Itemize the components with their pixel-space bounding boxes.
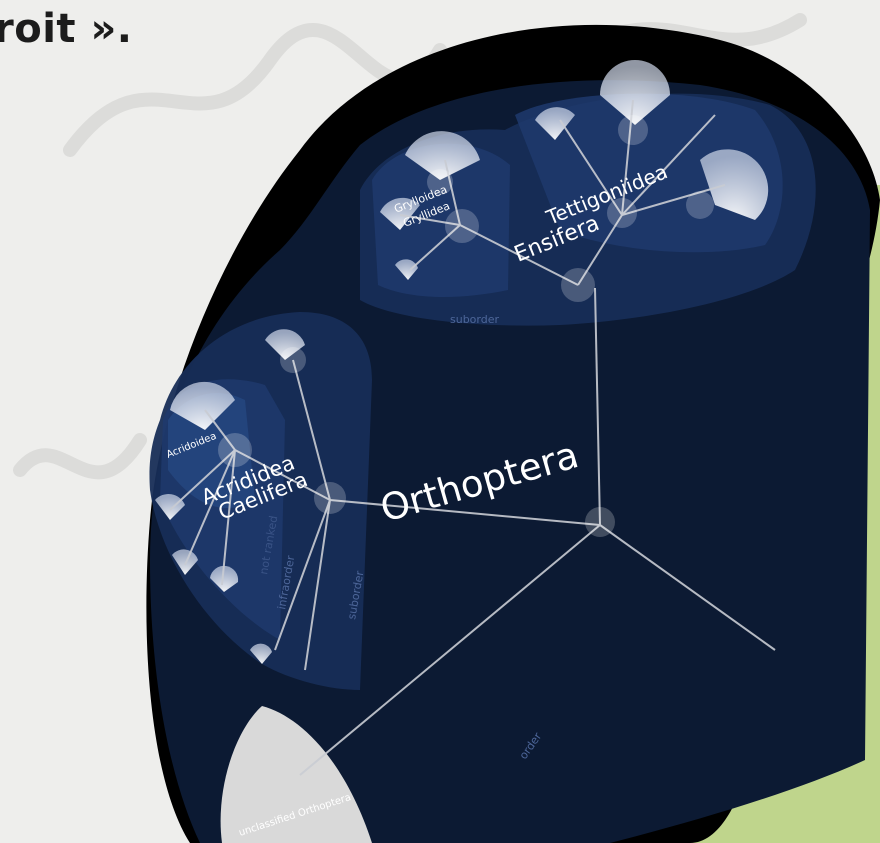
acrididea-node: [218, 433, 252, 467]
rank-label-suborder-ensifera: suborder: [450, 313, 499, 326]
root-node: [585, 507, 615, 537]
unclassified-leaf: [220, 706, 372, 843]
tree-branches: [169, 99, 776, 776]
tree-nodes: [218, 115, 714, 537]
caelifera-node: [314, 482, 346, 514]
ensifera-node: [561, 268, 595, 302]
header-text: roit ».: [0, 6, 133, 52]
leaf-fans: [155, 60, 769, 664]
gryllidea-node: [445, 209, 479, 243]
tettigoniidea-node: [607, 198, 637, 228]
